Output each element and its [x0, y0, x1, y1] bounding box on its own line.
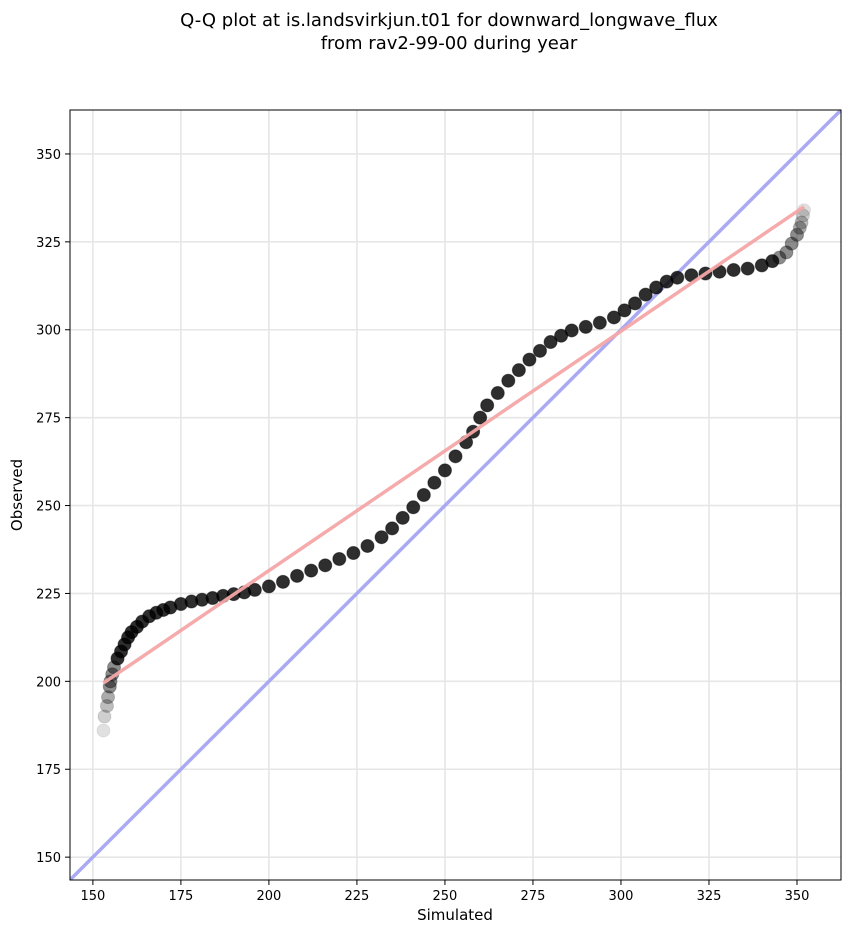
- qq-point: [360, 538, 375, 553]
- x-tick-label-3: 225: [345, 889, 370, 904]
- qq-point: [304, 563, 319, 578]
- qq-point: [592, 315, 607, 330]
- qq-point: [247, 582, 262, 597]
- fit-line: [102, 205, 806, 685]
- qq-point: [628, 296, 643, 311]
- x-tick-label-4: 250: [433, 889, 458, 904]
- qq-point: [606, 310, 621, 325]
- x-tick-label-5: 275: [521, 889, 546, 904]
- qq-point: [490, 386, 505, 401]
- qq-point: [779, 245, 794, 260]
- qq-point: [97, 709, 112, 724]
- qq-point: [406, 500, 421, 515]
- y-tick-label-6: 300: [36, 324, 61, 339]
- qq-point: [578, 319, 593, 334]
- qq-point: [740, 261, 755, 276]
- qq-point: [794, 215, 809, 230]
- qq-point: [789, 227, 804, 242]
- chart-title: Q-Q plot at is.landsvirkjun.t01 for down…: [180, 10, 718, 54]
- plot-area: [70, 110, 841, 880]
- qq-point: [649, 280, 664, 295]
- qq-point: [427, 475, 442, 490]
- qq-point: [101, 690, 116, 705]
- qq-point: [480, 398, 495, 413]
- x-tick-label-7: 325: [697, 889, 722, 904]
- qq-point: [543, 335, 558, 350]
- qq-point: [332, 551, 347, 566]
- x-tick-label-6: 300: [609, 889, 634, 904]
- qq-point: [437, 463, 452, 478]
- qq-point: [385, 521, 400, 536]
- qq-point: [554, 328, 569, 343]
- qq-point: [765, 254, 780, 269]
- y-tick-label-5: 275: [36, 412, 61, 427]
- x-tick-label-1: 175: [168, 889, 193, 904]
- y-tick-label-2: 200: [36, 675, 61, 690]
- y-tick-label-7: 325: [36, 236, 61, 251]
- y-tick-label-8: 350: [36, 148, 61, 163]
- qq-point: [792, 220, 807, 235]
- qq-point: [473, 410, 488, 425]
- qq-point: [670, 270, 685, 285]
- qq-point: [261, 579, 276, 594]
- qq-point: [522, 352, 537, 367]
- plot-frame: [69, 109, 842, 881]
- x-tick-label-8: 350: [785, 889, 810, 904]
- qq-point: [374, 530, 389, 545]
- qq-point: [532, 343, 547, 358]
- qq-point: [395, 510, 410, 525]
- qq-point: [448, 449, 463, 464]
- identity-line: [70, 110, 841, 880]
- qq-point: [638, 287, 653, 302]
- y-axis-label: Observed: [8, 459, 26, 531]
- chart-title-line-1: Q-Q plot at is.landsvirkjun.t01 for down…: [180, 10, 718, 31]
- axis-ticks: 150 175 200 225 250 275 300 325 350 150 175 200 225 2…: [36, 148, 809, 904]
- qq-point: [96, 723, 111, 738]
- qq-point: [99, 698, 114, 713]
- qq-point: [501, 373, 516, 388]
- chart-title-line-2: from rav2-99-00 during year: [321, 33, 578, 54]
- qq-point: [346, 546, 361, 561]
- qq-point: [511, 363, 526, 378]
- y-tick-label-3: 225: [36, 587, 61, 602]
- qq-point: [318, 558, 333, 573]
- qq-point: [416, 488, 431, 502]
- qq-point: [726, 262, 741, 277]
- x-axis-label: Simulated: [417, 906, 493, 924]
- x-tick-label-2: 200: [256, 889, 281, 904]
- qq-point: [617, 303, 632, 318]
- y-tick-label-1: 175: [36, 763, 61, 778]
- grid: [70, 110, 841, 880]
- y-tick-label-4: 250: [36, 500, 61, 515]
- qq-point: [564, 323, 579, 338]
- y-tick-label-0: 150: [36, 851, 61, 866]
- qq-point: [290, 568, 305, 583]
- qq-point: [772, 250, 787, 265]
- x-tick-label-0: 150: [80, 889, 105, 904]
- qq-point: [275, 574, 290, 589]
- qq-point: [784, 236, 799, 251]
